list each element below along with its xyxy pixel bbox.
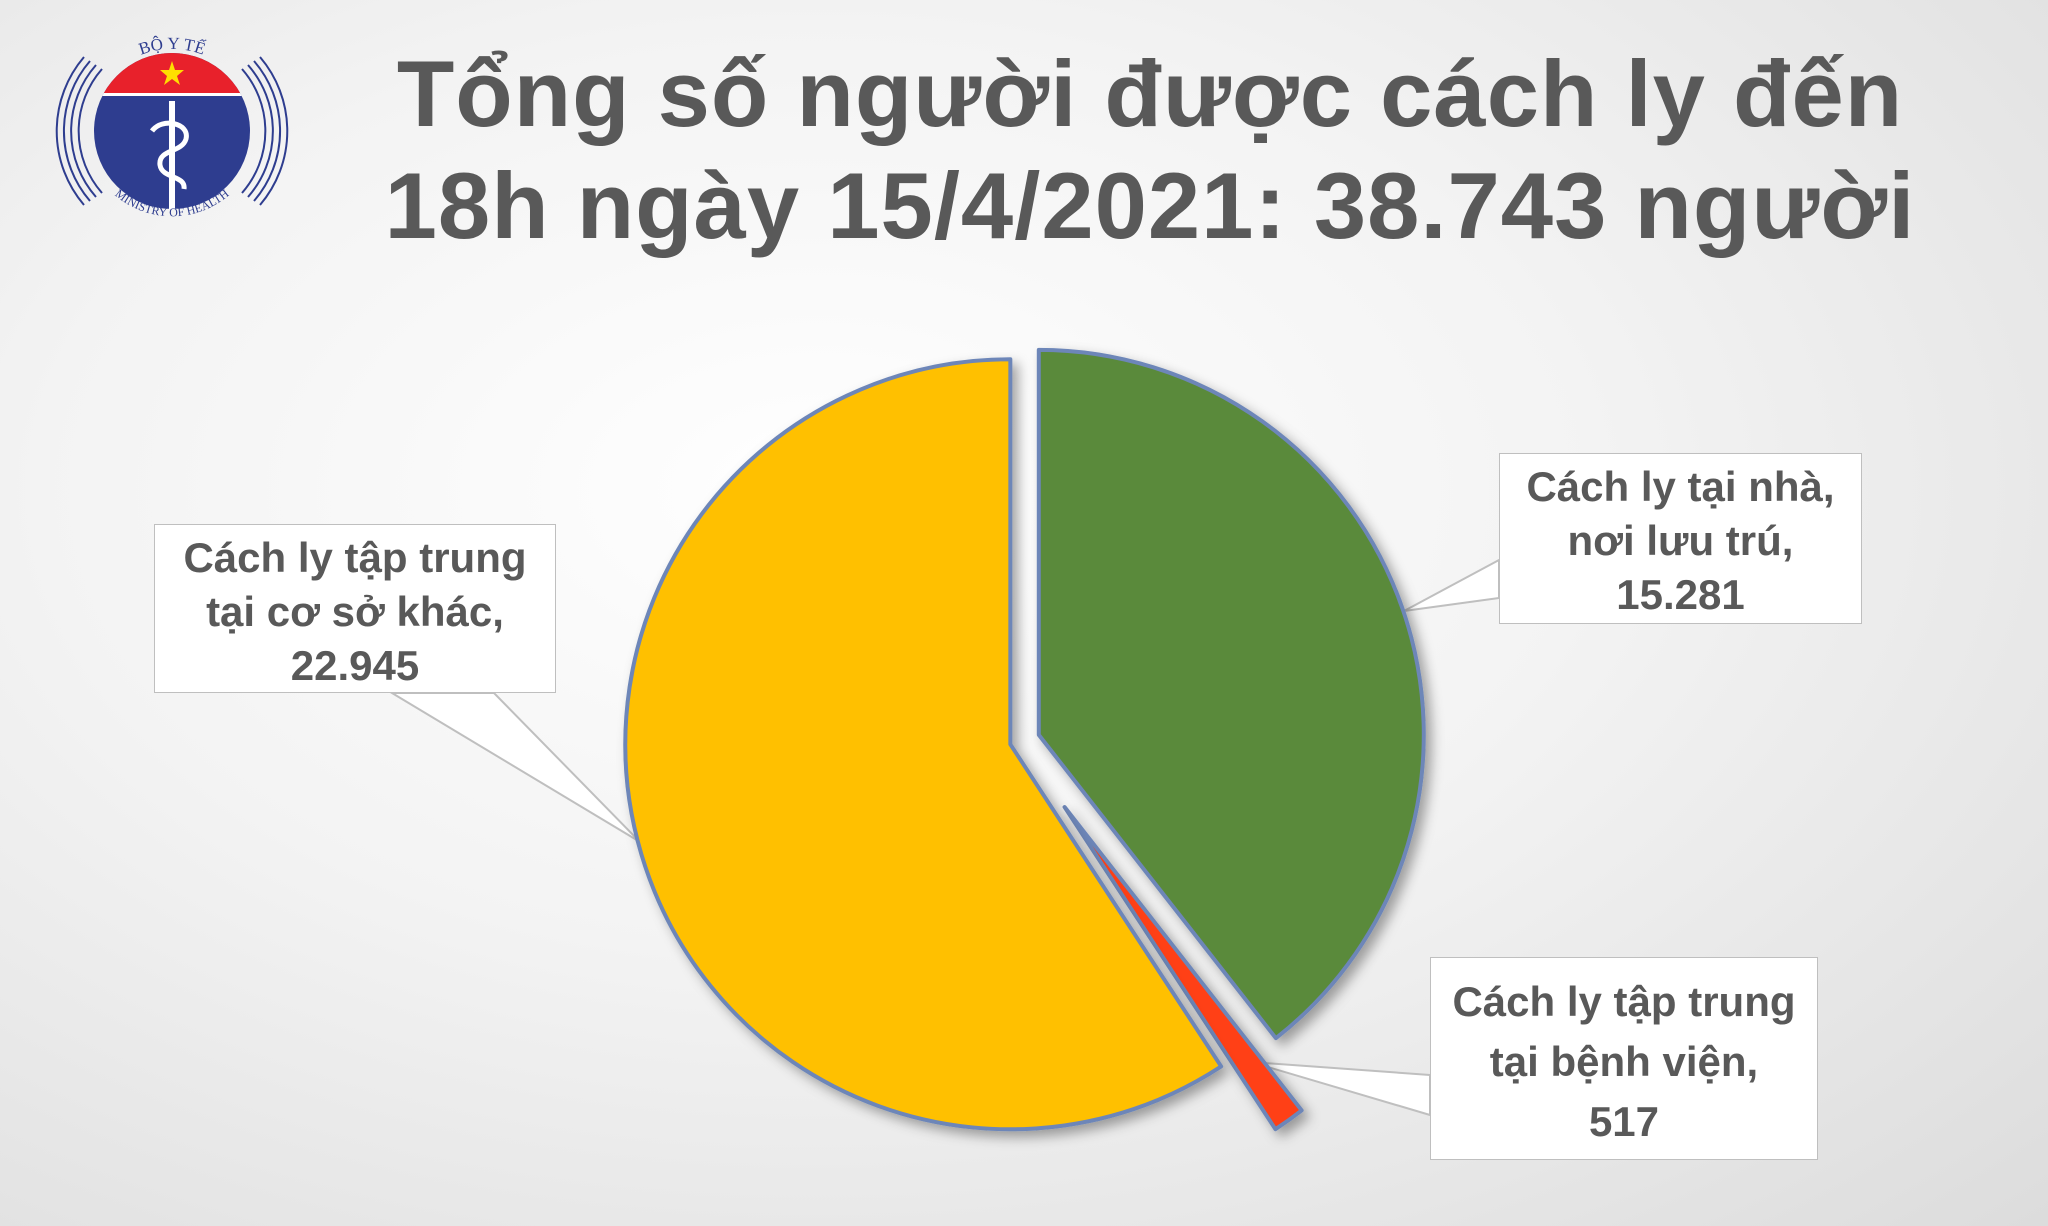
title-line-2: 18h ngày 15/4/2021: 38.743 người [384, 153, 1916, 258]
slice-hospital [1062, 805, 1304, 1132]
label-other-line2: tại cơ sở khác, [206, 588, 504, 635]
label-hospital: Cách ly tập trung tại bệnh viện, 517 [1430, 957, 1818, 1160]
label-home-line1: Cách ly tại nhà, [1526, 463, 1835, 510]
label-other: Cách ly tập trung tại cơ sở khác, 22.945 [154, 524, 556, 693]
pie [623, 347, 1426, 1132]
page-title: Tổng số người được cách ly đến 18h ngày … [300, 38, 2000, 262]
label-hospital-line1: Cách ly tập trung [1452, 978, 1796, 1025]
slice-home [1036, 347, 1426, 1041]
label-other-line1: Cách ly tập trung [183, 534, 527, 581]
label-home-line2: nơi lưu trú, [1567, 517, 1794, 564]
label-home-value: 15.281 [1616, 571, 1745, 618]
leader-home [1403, 558, 1500, 612]
label-home: Cách ly tại nhà, nơi lưu trú, 15.281 [1499, 453, 1862, 624]
label-other-value: 22.945 [290, 642, 420, 689]
ministry-of-health-logo: BỘ Y TẾ MINISTRY OF HEALTH [55, 34, 289, 219]
label-hospital-value: 517 [1588, 1098, 1660, 1145]
leader-other [388, 692, 641, 843]
label-hospital-line2: tại bệnh viện, [1489, 1038, 1759, 1085]
title-line-1: Tổng số người được cách ly đến [396, 41, 1904, 146]
slice-other [623, 357, 1224, 1132]
